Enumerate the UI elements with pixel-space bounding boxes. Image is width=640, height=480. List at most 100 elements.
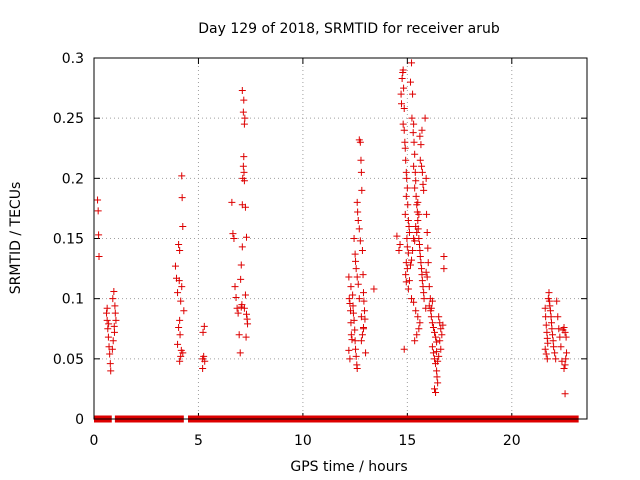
data-point [361, 307, 369, 315]
data-point [241, 291, 249, 299]
data-point [416, 156, 424, 164]
data-point [355, 295, 363, 303]
data-point [400, 84, 408, 92]
data-point [549, 331, 557, 339]
data-point [439, 321, 447, 329]
data-point [413, 228, 421, 236]
data-point [105, 320, 113, 328]
data-point [175, 324, 183, 332]
data-point [411, 168, 419, 176]
data-point [404, 285, 412, 293]
data-point [176, 331, 184, 339]
data-point [554, 313, 562, 321]
data-point [429, 324, 437, 332]
data-point [400, 105, 408, 113]
data-point [419, 283, 427, 291]
data-point [178, 283, 186, 291]
data-point [237, 303, 245, 311]
data-point [541, 304, 549, 312]
data-point [403, 235, 411, 242]
data-point [104, 325, 112, 333]
data-point [418, 271, 426, 279]
data-point [346, 355, 354, 363]
data-point [242, 310, 250, 318]
data-point [404, 201, 412, 209]
data-point [424, 244, 432, 252]
data-point [106, 360, 114, 368]
data-point [241, 114, 249, 122]
data-point [405, 277, 413, 285]
data-point [552, 355, 560, 363]
data-point [349, 291, 357, 299]
data-point [428, 343, 436, 351]
data-point [111, 309, 119, 317]
data-point [403, 174, 411, 182]
x-tick-label: 10 [294, 433, 312, 449]
data-point [356, 138, 364, 146]
data-point [177, 352, 185, 360]
data-point [432, 389, 440, 397]
data-point [110, 287, 118, 295]
data-point [422, 268, 430, 276]
data-point [425, 302, 433, 310]
y-tick-label: 0.25 [53, 111, 84, 127]
data-point [434, 357, 442, 365]
data-point [351, 326, 359, 334]
data-point [103, 309, 111, 317]
data-point [233, 304, 241, 312]
data-point [412, 222, 420, 230]
data-point [562, 333, 570, 341]
data-point [238, 243, 246, 251]
data-point [357, 168, 365, 176]
data-point [171, 262, 179, 270]
data-point [345, 295, 353, 303]
data-point [175, 241, 183, 249]
data-point [418, 265, 426, 273]
data-point [398, 74, 406, 82]
data-point [410, 162, 418, 170]
data-point [347, 331, 355, 339]
data-point [241, 203, 249, 211]
data-point [410, 298, 418, 306]
data-point [242, 333, 250, 341]
data-point [425, 283, 433, 291]
data-point [397, 100, 405, 108]
data-point [437, 325, 445, 333]
data-point [350, 235, 358, 242]
data-point [558, 357, 566, 365]
x-axis-ticks: 0 5 10 15 20 [90, 58, 521, 449]
data-point [420, 186, 428, 194]
data-point [433, 373, 441, 381]
data-point [429, 349, 437, 357]
y-axis-label: SRMTID / TECUs [8, 182, 24, 295]
data-point [199, 364, 207, 372]
data-point [353, 273, 361, 281]
data-point [110, 322, 118, 330]
data-point [94, 207, 102, 215]
data-point [177, 297, 185, 305]
data-point [352, 345, 360, 353]
data-point [406, 261, 414, 269]
data-point [412, 307, 420, 315]
data-point [94, 196, 102, 204]
data-point [401, 210, 409, 218]
data-point [419, 180, 427, 188]
data-point [411, 184, 419, 192]
data-point [557, 343, 565, 351]
data-point [416, 132, 424, 140]
data-point [358, 331, 366, 339]
data-point [402, 168, 410, 176]
data-point [399, 66, 407, 74]
data-point [431, 385, 439, 393]
data-point [200, 322, 208, 330]
data-point [244, 320, 252, 328]
data-point [95, 231, 103, 239]
x-tick-label: 5 [194, 433, 203, 449]
data-point [420, 295, 428, 303]
grid-lines [94, 58, 587, 419]
data-point [411, 150, 419, 158]
data-point [559, 326, 567, 334]
data-point [352, 257, 360, 265]
data-point [415, 210, 423, 218]
x-tick-label: 20 [503, 433, 521, 449]
